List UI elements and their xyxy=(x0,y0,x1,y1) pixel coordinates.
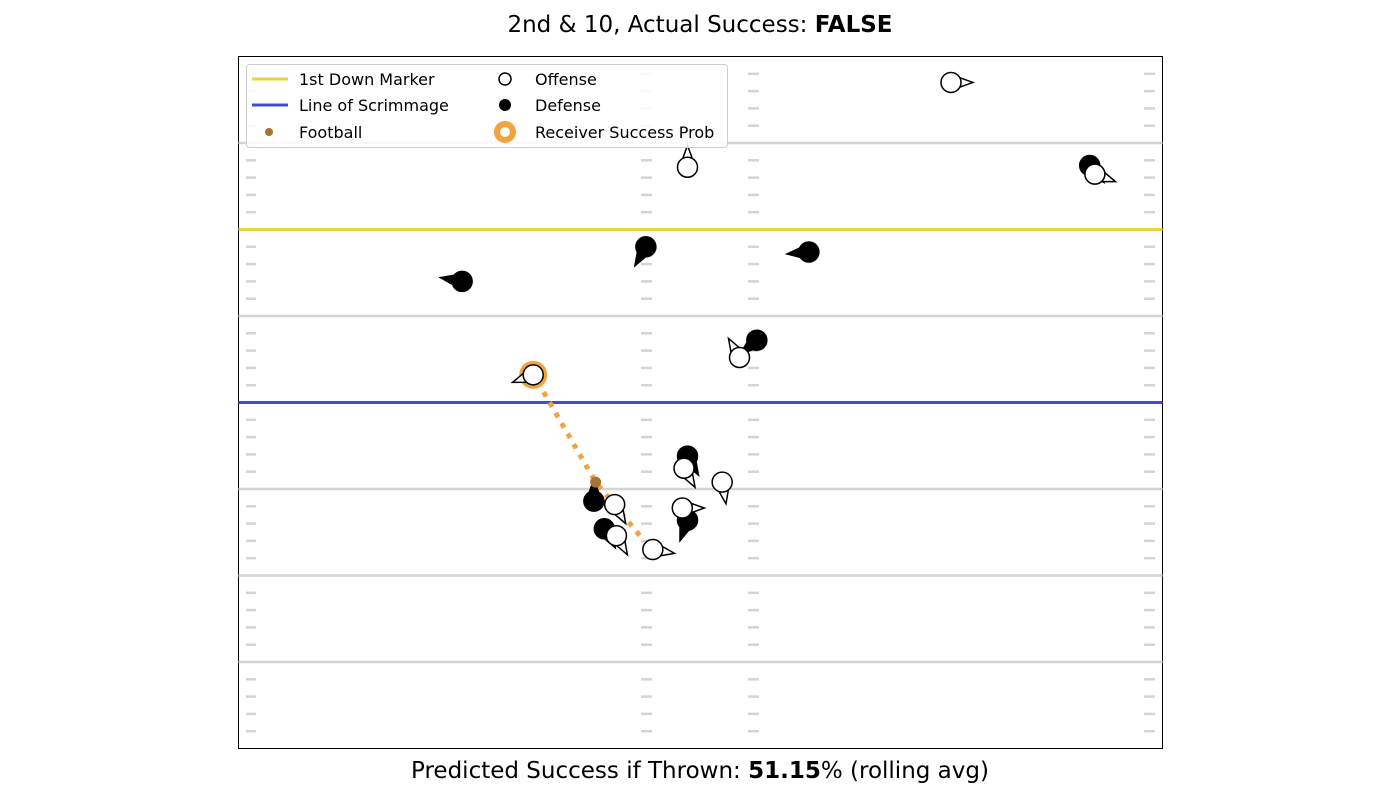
offense-player xyxy=(728,346,751,369)
players xyxy=(438,71,1118,561)
offense-player xyxy=(605,524,628,547)
legend-label: Football xyxy=(299,123,362,142)
legend: 1st Down Marker Offense Line of Scrimmage D… xyxy=(246,64,728,148)
legend-defense-swatch xyxy=(499,99,511,111)
defense-player xyxy=(583,490,605,512)
legend-label: Receiver Success Prob xyxy=(535,123,714,142)
down-markers xyxy=(238,228,1163,404)
footer-prefix: Predicted Success if Thrown: xyxy=(411,758,749,784)
defense-player xyxy=(635,236,657,258)
offense-player xyxy=(522,364,544,386)
legend-ring-swatch xyxy=(494,121,516,143)
offense-player xyxy=(1084,163,1106,185)
defense-player xyxy=(746,329,768,351)
legend-label: Offense xyxy=(535,70,597,89)
legend-football-swatch xyxy=(265,128,273,136)
defense-player xyxy=(798,241,820,263)
offense-player xyxy=(711,471,733,493)
predicted-success-footer: Predicted Success if Thrown: 51.15% (rol… xyxy=(0,758,1400,784)
chart-title: 2nd & 10, Actual Success: FALSE xyxy=(0,12,1400,38)
football xyxy=(590,476,602,488)
defense-player xyxy=(451,270,473,293)
legend-label: Defense xyxy=(535,96,601,115)
footer-value: 51.15 xyxy=(748,758,821,784)
offense-player xyxy=(940,71,962,94)
offense-player xyxy=(671,497,694,519)
title-prefix: 2nd & 10, Actual Success: xyxy=(507,12,815,38)
legend-box xyxy=(246,64,728,148)
legend-offense-swatch xyxy=(498,72,512,86)
offense-player xyxy=(642,538,664,561)
offense-player xyxy=(676,156,699,178)
offense-player xyxy=(603,493,626,516)
title-value: FALSE xyxy=(814,12,893,38)
offense-player xyxy=(673,457,695,479)
footer-suffix: % (rolling avg) xyxy=(820,758,989,784)
legend-label: 1st Down Marker xyxy=(299,70,435,89)
legend-label: Line of Scrimmage xyxy=(299,96,449,115)
